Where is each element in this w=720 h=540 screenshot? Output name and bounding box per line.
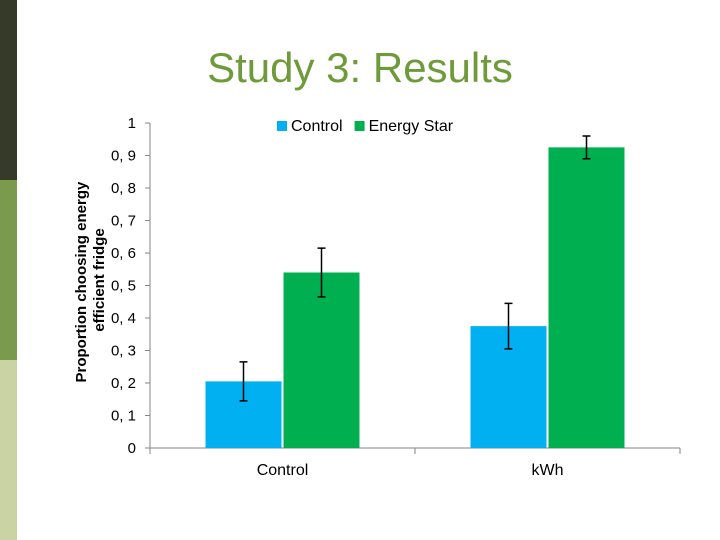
decor-strip-dark <box>0 0 17 180</box>
legend-label: Control <box>291 118 343 135</box>
chart-error-bars <box>239 135 591 402</box>
legend-swatch <box>277 121 287 131</box>
decor-strip-light <box>0 360 17 540</box>
legend-item: Energy Star <box>354 118 454 135</box>
y-tick-label: 0, 2 <box>111 375 136 392</box>
y-tick-label: 0, 4 <box>111 310 136 327</box>
y-axis-label: Proportion choosing energy efficient fri… <box>73 177 108 382</box>
decor-strip-mid <box>0 180 17 360</box>
bar-energy-star-kwh <box>548 147 625 448</box>
y-tick-label: 0, 7 <box>111 213 136 230</box>
x-category-label: kWh <box>532 462 564 479</box>
y-tick-label: 0, 5 <box>111 278 136 295</box>
chart-legend: Control Energy Star <box>277 118 454 135</box>
y-axis-label-line-1: Proportion choosing energy <box>73 181 90 383</box>
bar-energy-star-control <box>283 272 360 448</box>
slide-title: Study 3: Results <box>207 44 513 91</box>
chart-bars <box>205 147 625 448</box>
y-axis-label-line-2: efficient fridge <box>91 228 108 331</box>
legend-item: Control <box>277 118 343 135</box>
legend-swatch <box>354 121 365 131</box>
legend-label: Energy Star <box>369 118 454 135</box>
x-category-label: Control <box>257 462 309 479</box>
y-tick-label: 1 <box>128 115 136 132</box>
y-tick-label: 0, 3 <box>111 343 136 360</box>
y-tick-label: 0, 6 <box>111 245 136 262</box>
x-category-labels: Control kWh <box>257 462 564 479</box>
y-tick-label: 0, 1 <box>111 408 136 425</box>
y-tick-label: 0, 8 <box>111 180 136 197</box>
y-tick-label: 0 <box>128 440 136 457</box>
y-tick-labels: 0 0, 1 0, 2 0, 3 0, 4 0, 5 0, 6 0, 7 0, 8 0, 9 1 <box>111 115 136 457</box>
y-tick-label: 0, 9 <box>111 148 136 165</box>
